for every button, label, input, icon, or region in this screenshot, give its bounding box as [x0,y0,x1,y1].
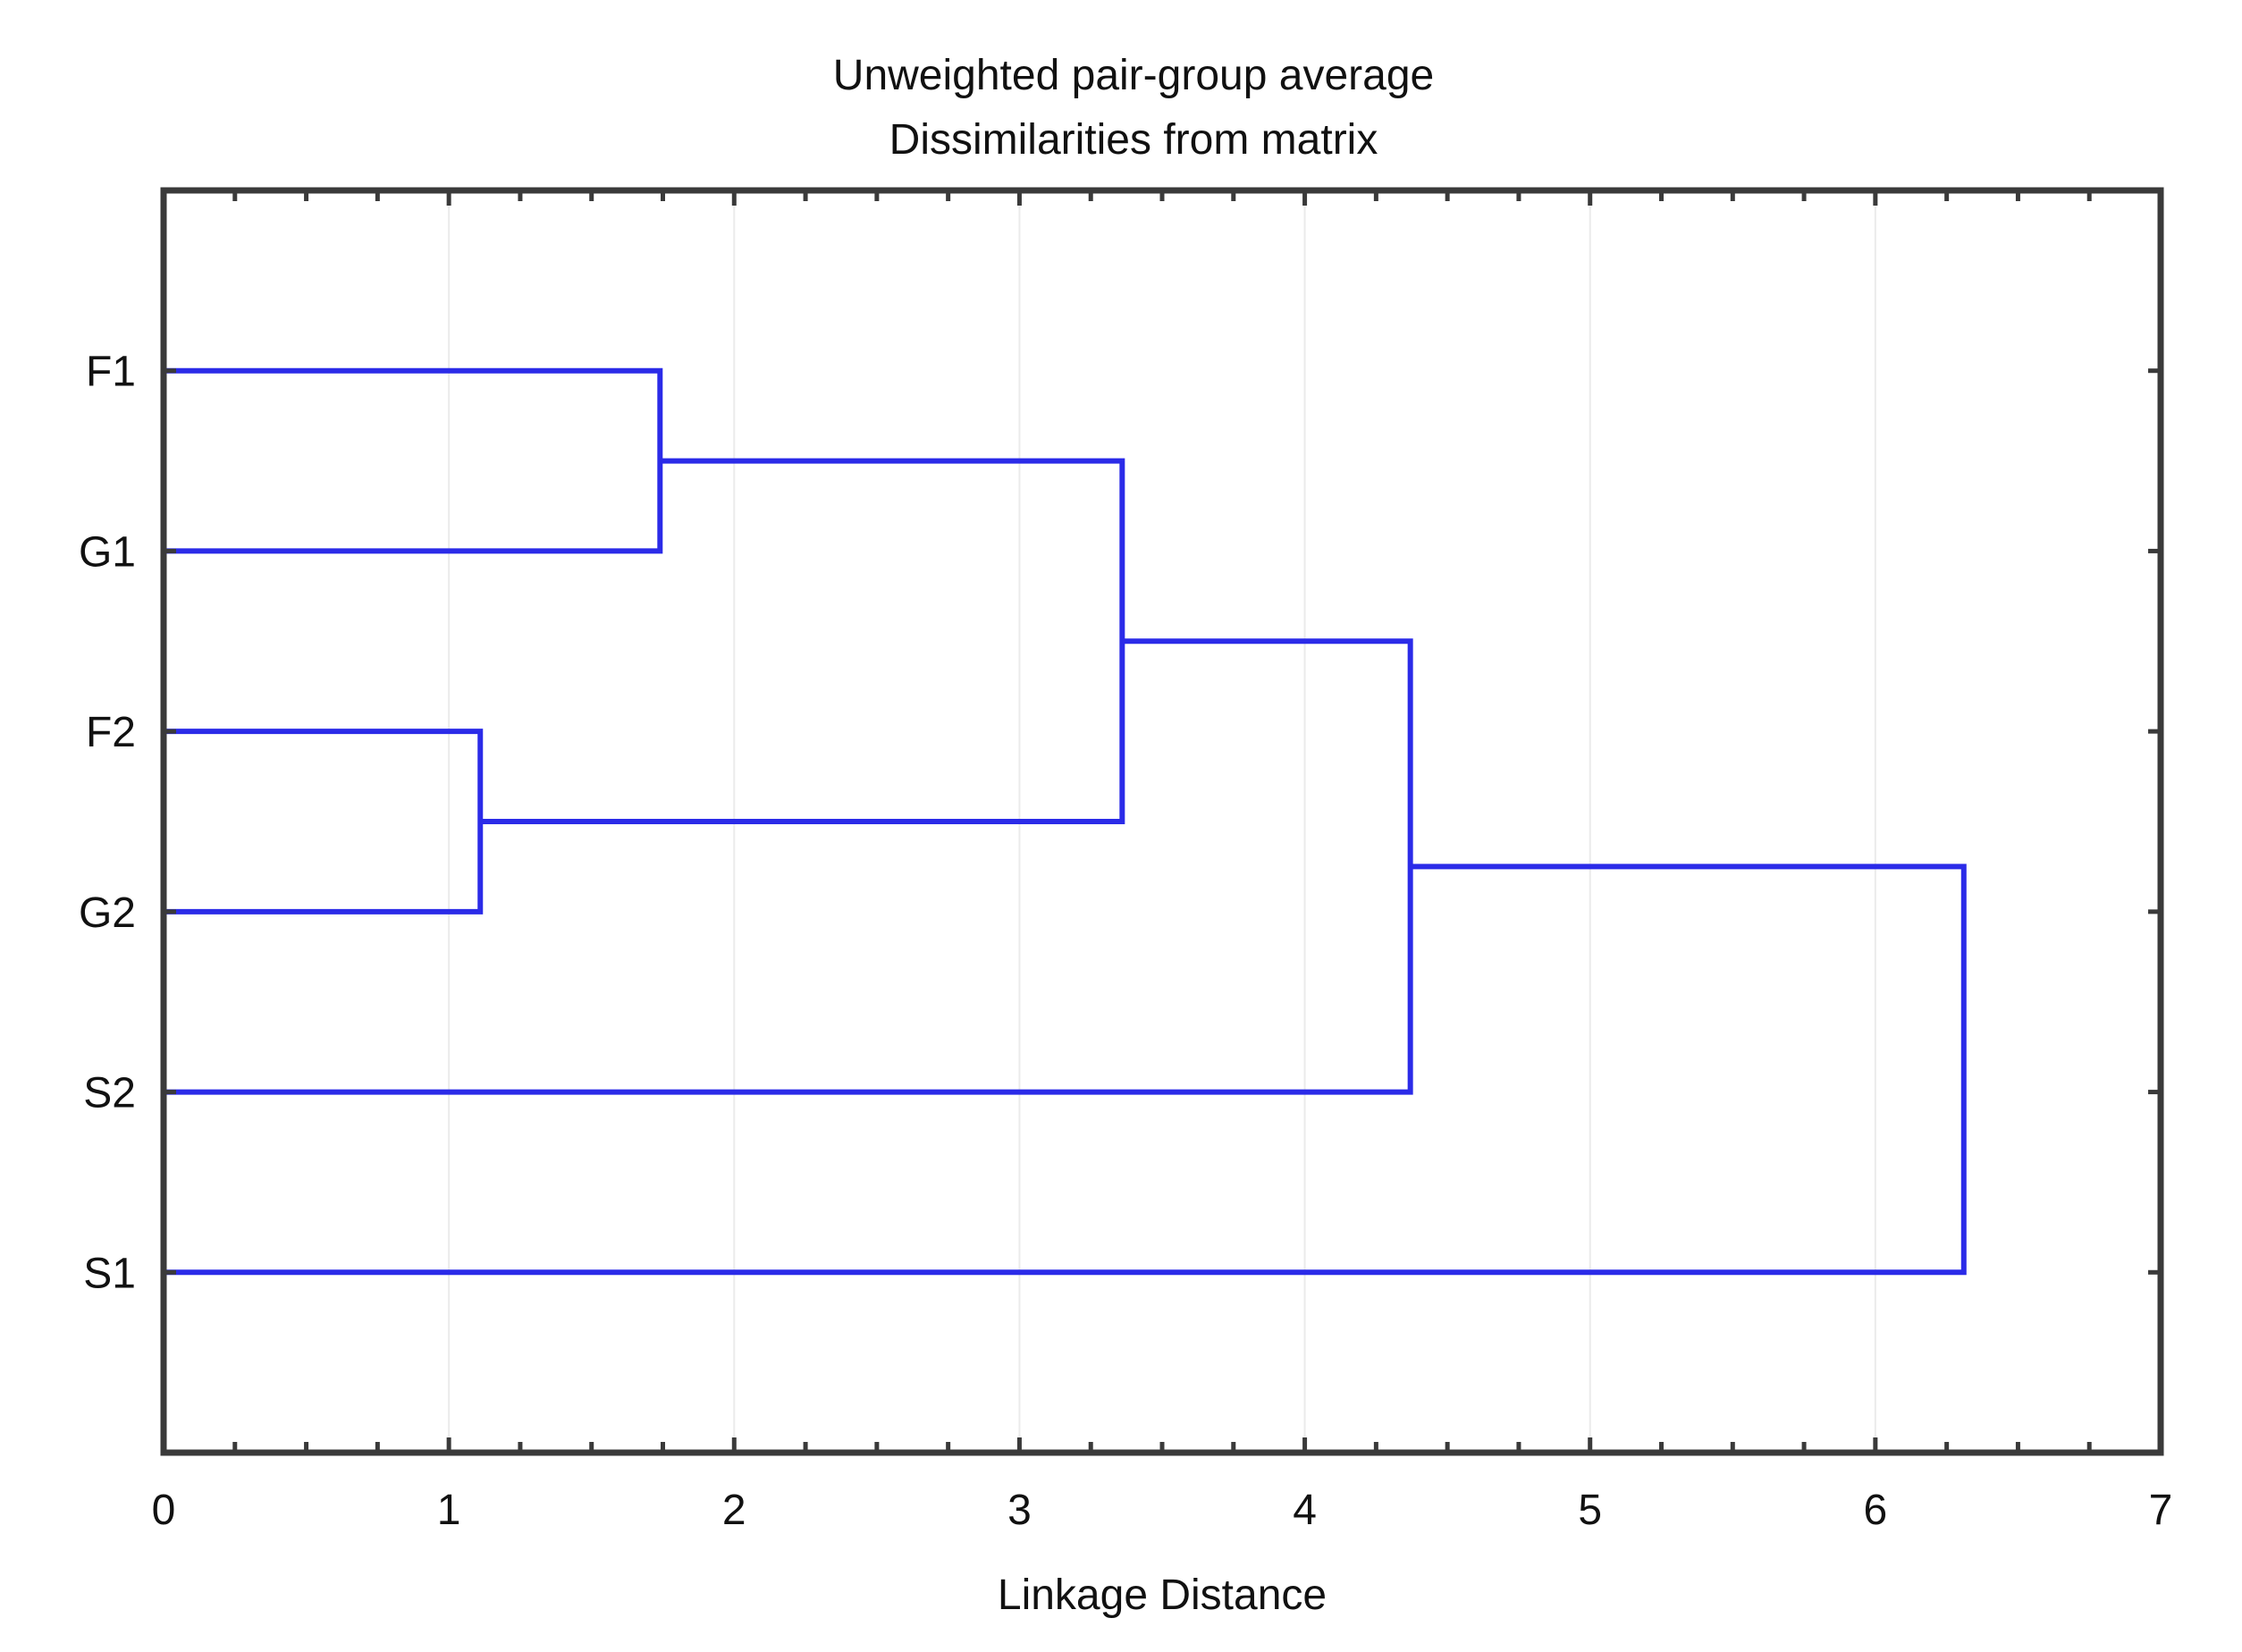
x-tick-label-3: 3 [1007,1487,1032,1534]
plot-frame [160,187,2164,1456]
tick-layer [161,190,2163,1453]
leaf-label-F1: F1 [86,349,136,396]
link-M5 [164,864,1967,1276]
leaf-label-S2: S2 [83,1070,136,1117]
leaf-label-F2: F2 [86,709,136,756]
x-tick-label-2: 2 [722,1487,746,1534]
leaf-label-S1: S1 [83,1250,136,1297]
chart-title-line2: Dissimilarities from matrix [889,116,1378,164]
link-M4 [164,638,1413,1095]
dendrogram-links [164,367,1967,1276]
x-axis-title: Linkage Distance [998,1572,1327,1619]
leaf-label-G1: G1 [79,528,136,576]
chart-title-line1: Unweighted pair-group average [833,52,1434,99]
x-tick-label-5: 5 [1578,1487,1602,1534]
link-M2 [164,729,484,914]
leaf-label-G2: G2 [79,889,136,937]
link-M1 [164,367,663,554]
plot-border [160,187,2164,1456]
link-M3 [480,458,1125,824]
x-tick-label-7: 7 [2149,1487,2173,1534]
x-tick-label-4: 4 [1293,1487,1317,1534]
x-tick-label-0: 0 [152,1487,176,1534]
x-tick-label-1: 1 [437,1487,461,1534]
label-layer: 0 1 2 3 4 5 6 7 F1 G1 F2 G2 S2 S1 [79,349,2172,1534]
x-tick-label-6: 6 [1864,1487,1888,1534]
